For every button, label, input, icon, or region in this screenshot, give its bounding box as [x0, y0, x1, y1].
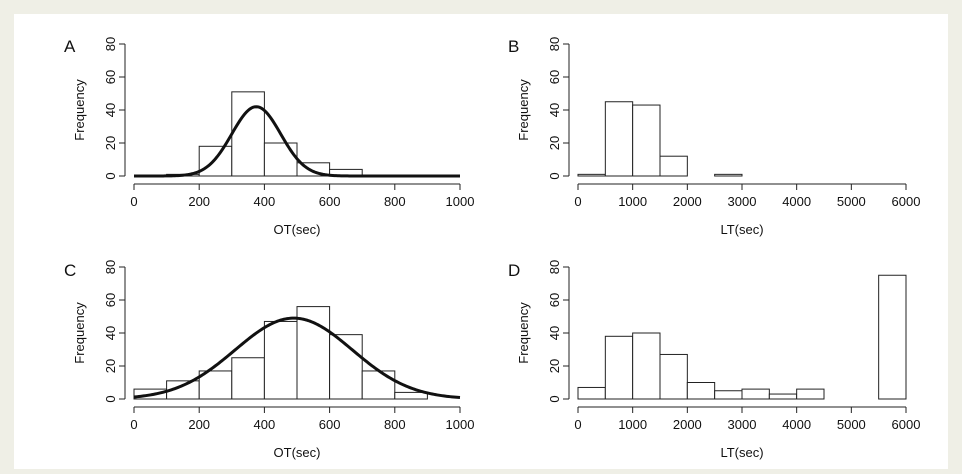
panel-letter: C [64, 261, 76, 280]
histogram-bar [604, 101, 634, 177]
y-axis-title: Frequency [516, 79, 531, 141]
y-tick-label: 20 [547, 359, 562, 373]
x-tick-label: 6000 [892, 417, 921, 432]
x-tick-label: 3000 [728, 417, 757, 432]
x-axis-title: LT(sec) [720, 222, 763, 237]
histogram-bar [361, 370, 396, 400]
histogram-bar [878, 274, 907, 400]
x-tick-label: 1000 [618, 194, 647, 209]
x-tick-label: 0 [574, 417, 581, 432]
panel-a: A 0 20 40 60 80 Frequency 0 200 400 600 800 1000 OT(s… [64, 37, 474, 237]
x-tick-label: 800 [384, 417, 406, 432]
x-tick-label: 5000 [837, 417, 866, 432]
y-tick-label: 0 [547, 395, 562, 402]
x-tick-label: 600 [319, 417, 341, 432]
histogram-bar [231, 357, 265, 400]
panel-b: B 0 20 40 60 80 Frequency 0 1000 2000 3000 4000 5000… [508, 37, 920, 237]
x-tick-label: 3000 [728, 194, 757, 209]
y-tick-label: 40 [547, 326, 562, 340]
y-tick-label: 0 [547, 172, 562, 179]
y-tick-label: 0 [103, 172, 118, 179]
histogram-bar [686, 382, 716, 400]
panel-letter: D [508, 261, 520, 280]
y-axis-title: Frequency [72, 79, 87, 141]
histogram-bar [577, 173, 606, 177]
histogram-bar [394, 391, 428, 400]
x-tick-label: 2000 [673, 417, 702, 432]
histogram-bar [741, 388, 770, 400]
x-tick-label: 5000 [837, 194, 866, 209]
x-tick-label: 0 [130, 194, 137, 209]
histogram-bar [768, 393, 798, 400]
y-axis-title: Frequency [516, 302, 531, 364]
histogram-bar [263, 142, 298, 177]
x-axis-title: OT(sec) [274, 445, 321, 460]
x-tick-label: 200 [188, 417, 210, 432]
x-tick-label: 2000 [673, 194, 702, 209]
panel-d: D 0 20 40 60 80 Frequency 0 1000 2000 3000 4000 5000… [508, 260, 920, 460]
panel-letter: A [64, 37, 76, 56]
y-tick-label: 60 [103, 293, 118, 307]
x-tick-label: 600 [319, 194, 341, 209]
x-axis-title: OT(sec) [274, 222, 321, 237]
y-tick-label: 80 [547, 37, 562, 51]
x-axis-title: LT(sec) [720, 445, 763, 460]
histogram-bar [263, 320, 298, 400]
y-tick-label: 0 [103, 395, 118, 402]
y-axis-title: Frequency [72, 302, 87, 364]
x-tick-label: 6000 [892, 194, 921, 209]
x-tick-label: 4000 [782, 417, 811, 432]
histogram-bar [604, 335, 634, 400]
y-tick-label: 60 [547, 70, 562, 84]
histogram-bar [659, 353, 688, 400]
x-tick-label: 1000 [446, 194, 475, 209]
x-tick-label: 1000 [446, 417, 475, 432]
x-tick-label: 200 [188, 194, 210, 209]
y-tick-label: 20 [547, 136, 562, 150]
histogram-bar [231, 91, 265, 177]
y-tick-label: 80 [103, 260, 118, 274]
histogram-bar [577, 386, 606, 400]
x-tick-label: 4000 [782, 194, 811, 209]
y-tick-label: 40 [547, 103, 562, 117]
histogram-bar [632, 104, 661, 177]
fitted-normal-curve [133, 316, 461, 400]
y-tick-label: 40 [103, 103, 118, 117]
histogram-bar [659, 155, 688, 177]
x-tick-label: 800 [384, 194, 406, 209]
x-tick-label: 400 [254, 194, 276, 209]
histogram-bar [714, 173, 743, 177]
y-tick-label: 20 [103, 359, 118, 373]
x-tick-label: 400 [254, 417, 276, 432]
histogram-bar [714, 390, 743, 400]
histogram-bar [796, 388, 825, 400]
fitted-normal-curve [134, 105, 460, 178]
y-tick-label: 80 [547, 260, 562, 274]
x-tick-label: 1000 [618, 417, 647, 432]
x-tick-label: 0 [574, 194, 581, 209]
y-tick-label: 40 [103, 326, 118, 340]
y-tick-label: 20 [103, 136, 118, 150]
histogram-bar [198, 145, 233, 177]
panel-c: C 0 20 40 60 80 Frequency 0 200 400 600 800 1000 OT(s… [64, 260, 474, 460]
y-tick-label: 60 [547, 293, 562, 307]
y-tick-label: 60 [103, 70, 118, 84]
panel-letter: B [508, 37, 519, 56]
histogram-bar [198, 370, 233, 400]
x-tick-label: 0 [130, 417, 137, 432]
y-tick-label: 80 [103, 37, 118, 51]
figure: A 0 20 40 60 80 Frequency 0 200 400 600 800 1000 OT(s… [14, 14, 948, 469]
histogram-bar [632, 332, 661, 400]
